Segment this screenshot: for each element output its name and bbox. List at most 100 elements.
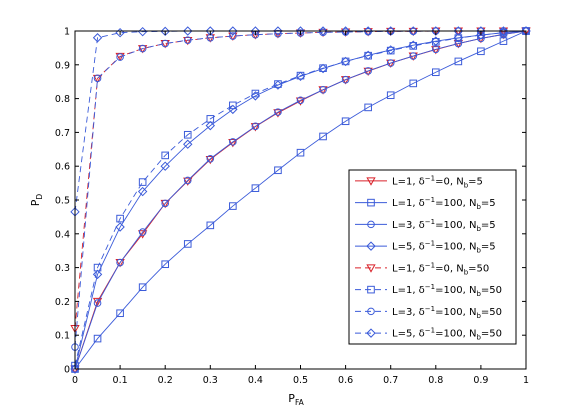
data-point [183, 26, 193, 36]
legend-label: L=1, δ−1=0, Nb=5 [392, 174, 483, 189]
y-tick-label: 1 [64, 27, 70, 38]
y-tick-label: 0.5 [55, 196, 70, 207]
ticks-layer: 0 0.1 0.2 0.3 0.4 0.5 0.6 0.7 0.8 0.9 1 0 0.1 0.2 0.3 0… [55, 27, 529, 387]
x-tick-label: 0.4 [248, 375, 263, 386]
data-point [274, 108, 282, 116]
x-tick-label: 1 [523, 375, 529, 386]
data-point [274, 166, 282, 175]
legend: L=1, δ−1=0, Nb=5 L=1, δ−1=100, Nb=5 L=3, δ… [348, 169, 517, 345]
data-point [386, 91, 395, 100]
y-tick-label: 0.1 [55, 331, 70, 342]
data-point [363, 26, 373, 36]
data-point [341, 117, 350, 126]
data-point [93, 334, 102, 343]
legend-marker [366, 328, 376, 338]
legend-marker [367, 285, 375, 294]
legend-marker [366, 264, 376, 273]
x-tick-label: 0.7 [383, 375, 398, 386]
y-tick-label: 0 [64, 365, 70, 376]
x-tick-label: 0.8 [428, 375, 443, 386]
data-point [432, 38, 440, 46]
data-point [116, 258, 124, 267]
data-point [183, 139, 193, 149]
data-point [161, 260, 169, 269]
data-point [273, 80, 283, 90]
data-point [408, 26, 418, 36]
series-layer [70, 26, 531, 374]
legend-marker [367, 198, 375, 207]
data-point [183, 177, 193, 186]
data-point [93, 263, 102, 272]
data-point [116, 214, 124, 223]
data-point [160, 161, 170, 171]
legend-marker [366, 177, 376, 186]
data-point [183, 36, 192, 44]
data-point [116, 309, 124, 318]
data-point [251, 122, 260, 131]
data-point [274, 29, 282, 38]
legend-box [348, 169, 517, 345]
data-point [138, 44, 147, 53]
series-6 [71, 27, 530, 370]
x-tick-label: 0.3 [203, 375, 218, 386]
y-tick-label: 0.3 [55, 263, 70, 274]
data-point [92, 297, 103, 307]
data-point [138, 283, 147, 292]
x-tick-label: 0.1 [113, 375, 128, 386]
data-point [296, 96, 305, 105]
legend-entry: L=1, δ−1=100, Nb=5 [355, 196, 496, 211]
data-point [205, 155, 215, 165]
data-point [319, 86, 327, 94]
data-point [409, 52, 418, 60]
data-point [183, 36, 193, 46]
legend-entry: L=1, δ−1=0, Nb=50 [355, 261, 489, 276]
data-point [453, 26, 464, 36]
series-3 [71, 27, 530, 373]
data-point [251, 89, 260, 98]
data-point [206, 115, 215, 123]
data-point [364, 67, 372, 75]
legend-marker [367, 220, 375, 229]
y-axis-label: PD [29, 194, 44, 207]
legend-marker [366, 241, 376, 251]
data-point [228, 26, 238, 36]
data-point [409, 42, 418, 50]
data-point [498, 26, 509, 36]
y-tick-label: 0.2 [55, 297, 70, 308]
legend-label: L=1, δ−1=0, Nb=50 [392, 261, 489, 276]
data-point [250, 123, 261, 132]
data-point [183, 176, 192, 185]
data-point [341, 57, 350, 66]
x-axis-label: PFA [288, 392, 304, 407]
data-point [92, 269, 103, 280]
y-tick-label: 0.9 [55, 60, 70, 71]
series-line [74, 30, 527, 370]
data-point [364, 51, 372, 60]
legend-entry: L=1, δ−1=0, Nb=5 [355, 174, 483, 189]
data-point [251, 184, 260, 192]
data-point [183, 240, 192, 248]
y-tick-label: 0.7 [55, 128, 70, 139]
data-point [205, 120, 216, 131]
data-point [116, 53, 124, 61]
data-point [250, 91, 261, 101]
data-point [364, 103, 372, 112]
data-point [183, 130, 192, 139]
legend-label: L=3, δ−1=100, Nb=50 [392, 305, 502, 320]
data-point [341, 75, 350, 84]
data-point [432, 68, 440, 77]
data-point [274, 80, 282, 88]
data-point [138, 178, 147, 186]
x-tick-label: 0.9 [473, 375, 488, 386]
legend-label: L=5, δ−1=100, Nb=50 [392, 327, 502, 342]
data-point [386, 59, 395, 67]
data-point [409, 79, 418, 88]
data-point [206, 154, 215, 163]
legend-entry: L=1, δ−1=100, Nb=50 [355, 283, 502, 298]
legend-entry: L=3, δ−1=100, Nb=50 [355, 305, 502, 320]
legend-label: L=1, δ−1=100, Nb=5 [392, 196, 496, 211]
x-tick-label: 0 [72, 375, 78, 386]
data-point [432, 45, 440, 54]
data-point [161, 199, 169, 208]
